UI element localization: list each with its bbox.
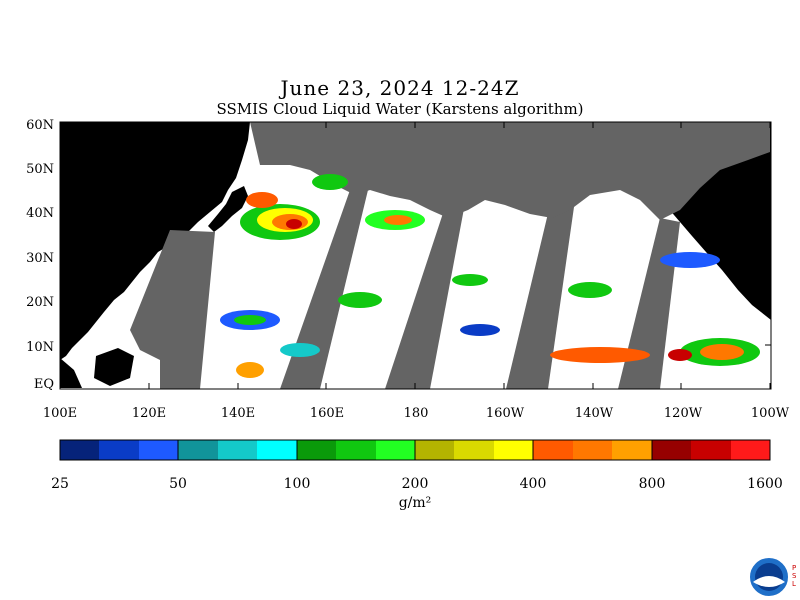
lat-label-50n: 50N	[26, 162, 54, 177]
colorbar-cell	[415, 440, 454, 460]
land-japan	[208, 186, 248, 232]
colorbar-cell	[297, 440, 336, 460]
lat-label-40n: 40N	[26, 206, 54, 221]
lon-label-140e: 140E	[220, 406, 256, 421]
land-sumatra	[60, 358, 82, 388]
lat-label-30n: 30N	[26, 251, 54, 266]
colorbar-cell	[99, 440, 139, 460]
colorbar-cell	[494, 440, 533, 460]
colorbar-label-100: 100	[283, 476, 311, 492]
colorbar-units: g/m²	[398, 495, 432, 511]
colorbar-cell	[731, 440, 770, 460]
map-subtitle: SSMIS Cloud Liquid Water (Karstens algor…	[216, 100, 584, 118]
lon-label-100w: 100W	[750, 406, 790, 421]
colorbar-label-50: 50	[169, 476, 187, 492]
land-asia	[60, 122, 250, 360]
colorbar-label-1600: 1600	[747, 476, 783, 492]
colorbar-cell	[652, 440, 691, 460]
map-title: June 23, 2024 12-24Z	[280, 76, 520, 100]
colorbar-label-400: 400	[519, 476, 547, 492]
colorbar-cell	[336, 440, 376, 460]
colorbar-cell	[573, 440, 612, 460]
axis-ticks	[59, 121, 771, 390]
no-data-swaths	[130, 122, 770, 389]
lon-label-160w: 160W	[485, 406, 525, 421]
colorbar-cell	[454, 440, 494, 460]
colorbar-cell	[376, 440, 415, 460]
lat-label-60n: 60N	[26, 118, 54, 133]
colorbar-cell	[139, 440, 178, 460]
colorbar-cell	[612, 440, 652, 460]
cloud-water-patches	[220, 174, 760, 378]
noaa-logo-wave	[753, 576, 785, 587]
lat-label-20n: 20N	[26, 295, 54, 310]
lon-label-160e: 160E	[309, 406, 345, 421]
noaa-logo	[748, 556, 790, 598]
colorbar-label-800: 800	[638, 476, 666, 492]
lat-label-eq: EQ	[33, 377, 54, 392]
colorbar-cell	[178, 440, 218, 460]
colorbar	[59, 439, 771, 461]
land-borneo	[94, 348, 134, 386]
colorbar-cell	[218, 440, 257, 460]
colorbar-label-25: 25	[51, 476, 69, 492]
lon-label-120e: 120E	[131, 406, 167, 421]
lon-label-180: 180	[403, 406, 429, 421]
colorbar-cell	[533, 440, 573, 460]
lat-label-10n: 10N	[26, 340, 54, 355]
lon-label-140w: 140W	[574, 406, 614, 421]
colorbar-cell	[257, 440, 297, 460]
colorbar-cell	[60, 440, 99, 460]
colorbar-cell	[691, 440, 731, 460]
map-panel	[59, 121, 772, 390]
colorbar-label-200: 200	[401, 476, 429, 492]
lon-label-120w: 120W	[663, 406, 703, 421]
psl-logo-text: PSL	[792, 564, 797, 588]
lon-label-100e: 100E	[42, 406, 78, 421]
